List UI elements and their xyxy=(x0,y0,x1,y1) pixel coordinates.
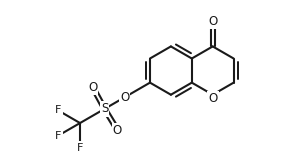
Text: F: F xyxy=(55,131,61,141)
Text: O: O xyxy=(113,124,122,137)
Text: O: O xyxy=(208,92,217,105)
Text: O: O xyxy=(88,81,97,94)
Text: O: O xyxy=(208,15,217,28)
Text: O: O xyxy=(120,91,129,104)
Text: F: F xyxy=(77,143,83,152)
Text: F: F xyxy=(55,105,61,116)
Text: S: S xyxy=(101,102,108,115)
